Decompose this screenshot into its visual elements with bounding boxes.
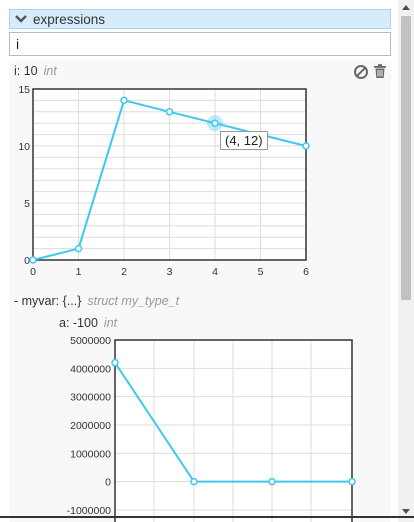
x-tick-label: 2 (121, 266, 127, 278)
member-a-label: a: -100 int (59, 316, 117, 330)
expressions-header[interactable]: expressions (9, 9, 391, 29)
expressions-list: i: 10 int 0 1 2 3 4 5 6 0 5 10 15 (4, 12) - myvar: … (9, 61, 391, 522)
vertical-scrollbar[interactable] (398, 0, 414, 522)
plot-frame (114, 339, 353, 522)
data-point (268, 477, 276, 486)
x-tick-label: 6 (303, 266, 309, 278)
y-tick-label: 5000000 (70, 335, 111, 347)
x-tick-label: 0 (30, 266, 36, 278)
x-tick-label: 4 (212, 266, 218, 278)
expr-i-chart[interactable]: 0 1 2 3 4 5 6 0 5 10 15 (9, 83, 319, 285)
data-point (190, 477, 198, 486)
member-a-name-value: a: -100 (59, 316, 98, 330)
y-tick-label: 5 (24, 198, 30, 210)
expr-i-type: int (43, 64, 57, 78)
series-line (114, 362, 352, 483)
bottom-border (0, 516, 414, 518)
data-point (120, 96, 128, 105)
expr-myvar-label[interactable]: - myvar: {...} struct my_type_t (14, 294, 179, 308)
chart-tooltip: (4, 12) (220, 131, 268, 150)
trash-icon[interactable] (372, 63, 388, 79)
x-tick-label: 1 (76, 266, 82, 278)
data-point (302, 142, 310, 150)
scroll-up-arrow-icon[interactable] (398, 0, 414, 14)
data-point (74, 244, 83, 253)
chevron-down-icon[interactable] (13, 11, 29, 27)
y-tick-label: 3000000 (70, 392, 111, 404)
x-tick-label: 3 (167, 266, 173, 278)
x-tick-label: 5 (258, 266, 264, 278)
member-a-type: int (103, 316, 118, 330)
y-tick-label: 10 (18, 141, 30, 153)
y-tick-label: 2000000 (70, 420, 111, 432)
disable-icon[interactable] (353, 64, 369, 80)
expression-input[interactable] (9, 32, 391, 56)
scroll-down-arrow-icon[interactable] (398, 504, 414, 518)
expr-myvar-name-value: - myvar: {...} (14, 294, 82, 308)
y-tick-label: 1000000 (70, 448, 111, 460)
member-a-chart[interactable]: -1000000 0 1000000 2000000 3000000 4000000 500… (9, 333, 359, 522)
expr-i-label: i: 10 int (14, 64, 57, 78)
plot-frame (32, 88, 307, 261)
data-point (29, 256, 37, 264)
data-point (111, 358, 119, 367)
y-tick-label: 0 (24, 255, 30, 267)
y-tick-label: 4000000 (70, 363, 111, 375)
data-point (165, 108, 174, 116)
data-point (348, 477, 356, 486)
expr-myvar-type: struct my_type_t (87, 294, 180, 308)
expr-i-name-value: i: 10 (14, 64, 38, 78)
expressions-panel: expressions i: 10 int 0 1 2 3 4 5 6 0 5 10 15 (4, 1… (9, 9, 391, 522)
scrollbar-thumb[interactable] (401, 16, 411, 300)
y-tick-label: 15 (18, 84, 30, 96)
data-point (211, 119, 219, 127)
y-tick-label: -1000000 (67, 505, 112, 517)
header-title: expressions (33, 11, 106, 27)
y-tick-label: 0 (105, 477, 111, 489)
